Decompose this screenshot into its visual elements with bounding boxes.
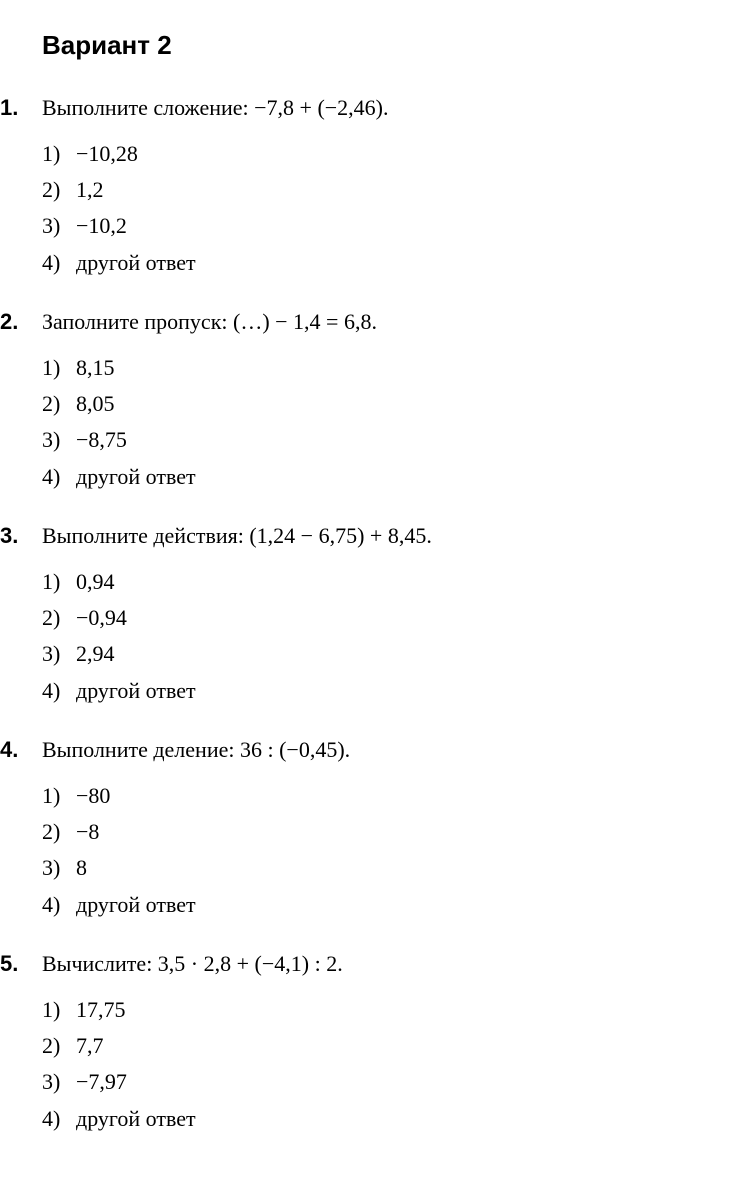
question-prompt: Выполните действия: (1,24 − 6,75) + 8,45… xyxy=(42,521,432,552)
option-text: другой ответ xyxy=(76,887,698,923)
question-block: 1. Выполните сложение: −7,8 + (−2,46). 1… xyxy=(0,93,698,281)
option-item: 4)другой ответ xyxy=(42,459,698,495)
option-text: −8,75 xyxy=(76,422,698,458)
option-item: 1)−80 xyxy=(42,778,698,814)
question-row: 5. Вычислите: 3,5 · 2,8 + (−4,1) : 2. xyxy=(0,949,698,980)
option-item: 2)1,2 xyxy=(42,172,698,208)
option-text: −10,28 xyxy=(76,136,698,172)
option-text: 8 xyxy=(76,850,698,886)
question-row: 3. Выполните действия: (1,24 − 6,75) + 8… xyxy=(0,521,698,552)
option-item: 1)0,94 xyxy=(42,564,698,600)
option-text: другой ответ xyxy=(76,245,698,281)
option-text: 17,75 xyxy=(76,992,698,1028)
question-row: 1. Выполните сложение: −7,8 + (−2,46). xyxy=(0,93,698,124)
options-list: 1)8,15 2)8,05 3)−8,75 4)другой ответ xyxy=(42,350,698,495)
option-item: 3)−8,75 xyxy=(42,422,698,458)
option-text: 1,2 xyxy=(76,172,698,208)
option-number: 1) xyxy=(42,778,76,814)
option-number: 4) xyxy=(42,673,76,709)
question-prompt: Вычислите: 3,5 · 2,8 + (−4,1) : 2. xyxy=(42,949,343,980)
question-number: 1. xyxy=(0,95,42,121)
option-text: 8,05 xyxy=(76,386,698,422)
option-item: 1)8,15 xyxy=(42,350,698,386)
option-item: 3)2,94 xyxy=(42,636,698,672)
options-list: 1)17,75 2)7,7 3)−7,97 4)другой ответ xyxy=(42,992,698,1137)
question-number: 2. xyxy=(0,309,42,335)
option-number: 3) xyxy=(42,1064,76,1100)
option-number: 3) xyxy=(42,422,76,458)
question-number: 3. xyxy=(0,523,42,549)
question-number: 5. xyxy=(0,951,42,977)
option-text: 2,94 xyxy=(76,636,698,672)
option-text: 8,15 xyxy=(76,350,698,386)
option-text: −8 xyxy=(76,814,698,850)
option-text: 7,7 xyxy=(76,1028,698,1064)
option-item: 4)другой ответ xyxy=(42,245,698,281)
option-text: −80 xyxy=(76,778,698,814)
question-row: 4. Выполните деление: 36 : (−0,45). xyxy=(0,735,698,766)
question-block: 2. Заполните пропуск: (…) − 1,4 = 6,8. 1… xyxy=(0,307,698,495)
option-item: 4)другой ответ xyxy=(42,887,698,923)
options-list: 1)−10,28 2)1,2 3)−10,2 4)другой ответ xyxy=(42,136,698,281)
question-block: 3. Выполните действия: (1,24 − 6,75) + 8… xyxy=(0,521,698,709)
option-number: 4) xyxy=(42,245,76,281)
option-number: 4) xyxy=(42,459,76,495)
question-prompt: Заполните пропуск: (…) − 1,4 = 6,8. xyxy=(42,307,377,338)
question-number: 4. xyxy=(0,737,42,763)
option-number: 2) xyxy=(42,386,76,422)
option-text: другой ответ xyxy=(76,1101,698,1137)
option-item: 2)8,05 xyxy=(42,386,698,422)
option-number: 2) xyxy=(42,814,76,850)
option-text: другой ответ xyxy=(76,459,698,495)
options-list: 1)0,94 2)−0,94 3)2,94 4)другой ответ xyxy=(42,564,698,709)
option-item: 3)−7,97 xyxy=(42,1064,698,1100)
option-text: другой ответ xyxy=(76,673,698,709)
option-item: 2)−0,94 xyxy=(42,600,698,636)
option-item: 4)другой ответ xyxy=(42,1101,698,1137)
option-item: 3)8 xyxy=(42,850,698,886)
option-number: 1) xyxy=(42,136,76,172)
option-number: 4) xyxy=(42,1101,76,1137)
question-row: 2. Заполните пропуск: (…) − 1,4 = 6,8. xyxy=(0,307,698,338)
option-number: 2) xyxy=(42,600,76,636)
option-number: 3) xyxy=(42,208,76,244)
option-number: 1) xyxy=(42,992,76,1028)
option-item: 2)7,7 xyxy=(42,1028,698,1064)
option-text: 0,94 xyxy=(76,564,698,600)
option-number: 2) xyxy=(42,1028,76,1064)
option-text: −10,2 xyxy=(76,208,698,244)
option-text: −7,97 xyxy=(76,1064,698,1100)
option-number: 3) xyxy=(42,850,76,886)
option-text: −0,94 xyxy=(76,600,698,636)
variant-title: Вариант 2 xyxy=(42,30,698,61)
option-item: 2)−8 xyxy=(42,814,698,850)
option-number: 4) xyxy=(42,887,76,923)
option-item: 3)−10,2 xyxy=(42,208,698,244)
question-prompt: Выполните деление: 36 : (−0,45). xyxy=(42,735,350,766)
option-number: 1) xyxy=(42,350,76,386)
option-item: 1)17,75 xyxy=(42,992,698,1028)
question-block: 4. Выполните деление: 36 : (−0,45). 1)−8… xyxy=(0,735,698,923)
options-list: 1)−80 2)−8 3)8 4)другой ответ xyxy=(42,778,698,923)
option-item: 4)другой ответ xyxy=(42,673,698,709)
option-number: 1) xyxy=(42,564,76,600)
question-prompt: Выполните сложение: −7,8 + (−2,46). xyxy=(42,93,389,124)
option-item: 1)−10,28 xyxy=(42,136,698,172)
option-number: 2) xyxy=(42,172,76,208)
question-block: 5. Вычислите: 3,5 · 2,8 + (−4,1) : 2. 1)… xyxy=(0,949,698,1137)
option-number: 3) xyxy=(42,636,76,672)
